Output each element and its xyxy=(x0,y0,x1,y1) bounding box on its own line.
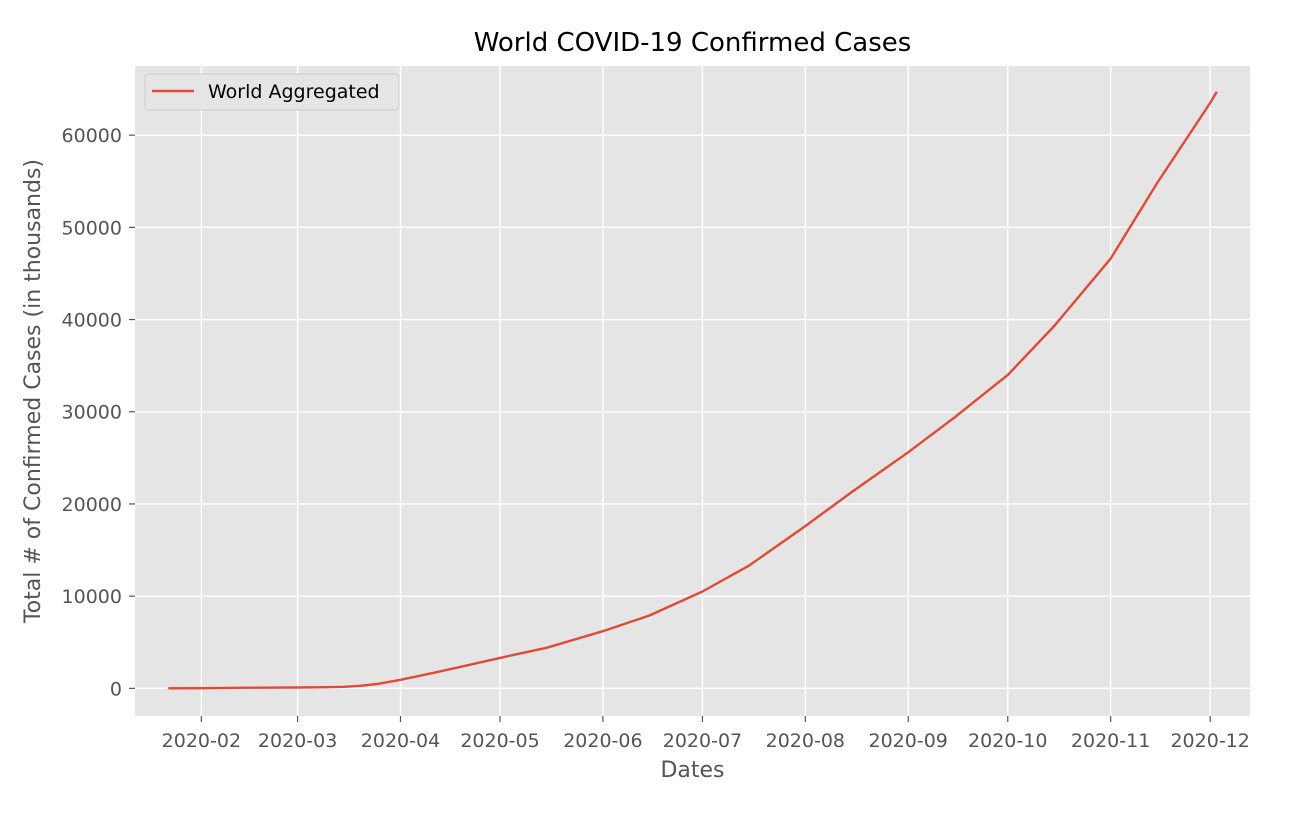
x-tick-label: 2020-02 xyxy=(162,730,241,752)
tick-labels: 2020-02 2020-03 2020-04 2020-05 2020-06 2020-… xyxy=(62,125,1250,752)
x-tick-label: 2020-10 xyxy=(968,730,1047,752)
x-tick-label: 2020-07 xyxy=(663,730,742,752)
y-tick-label: 60000 xyxy=(62,125,122,147)
series-line-world-aggregated xyxy=(168,91,1218,690)
y-tick-label: 40000 xyxy=(62,310,122,332)
x-tick-label: 2020-08 xyxy=(766,730,845,752)
chart-title: World COVID-19 Confirmed Cases xyxy=(474,28,912,58)
y-tick-label: 30000 xyxy=(62,402,122,424)
y-axis-label: Total # of Confirmed Cases (in thousands… xyxy=(21,159,46,624)
y-tick-label: 20000 xyxy=(62,494,122,516)
legend: World Aggregated xyxy=(144,73,400,111)
plot-area xyxy=(135,66,1250,716)
x-tick-label: 2020-11 xyxy=(1071,730,1150,752)
x-tick-label: 2020-04 xyxy=(361,730,440,752)
y-tick-label: 0 xyxy=(110,678,122,700)
legend-box xyxy=(144,73,400,111)
x-tick-label: 2020-12 xyxy=(1170,730,1249,752)
x-tick-label: 2020-06 xyxy=(563,730,642,752)
y-tick-label: 50000 xyxy=(62,217,122,239)
series-layer xyxy=(168,91,1218,690)
x-tick-label: 2020-09 xyxy=(869,730,948,752)
y-tick-label: 10000 xyxy=(62,586,122,608)
legend-label-world-aggregated: World Aggregated xyxy=(208,81,380,103)
x-tick-label: 2020-05 xyxy=(460,730,539,752)
x-tick-label: 2020-03 xyxy=(258,730,337,752)
x-axis-label: Dates xyxy=(660,758,724,783)
